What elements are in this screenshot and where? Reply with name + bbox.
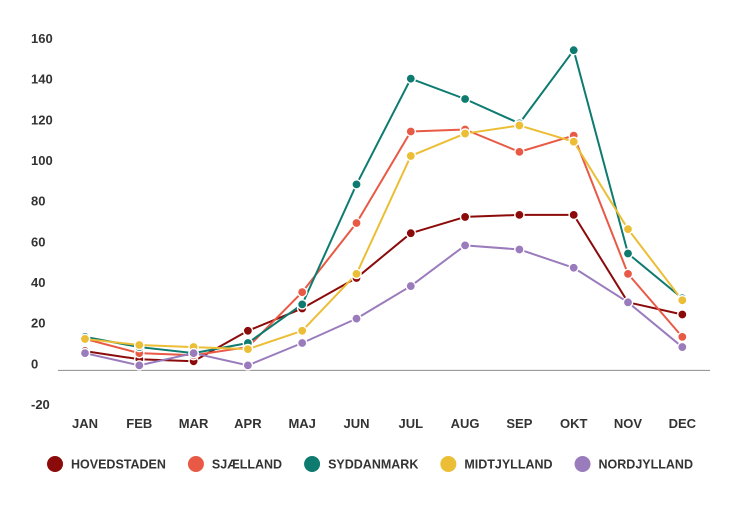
data-point (622, 268, 634, 280)
data-point (405, 126, 417, 137)
legend-item-sjælland: SJÆLLAND (187, 456, 282, 472)
x-tick-label: DEC (669, 416, 697, 431)
data-point (459, 128, 471, 139)
data-point (622, 248, 634, 259)
data-point (351, 217, 362, 229)
x-tick-label: NOV (614, 416, 643, 431)
legend-label: NORDJYLLAND (599, 458, 693, 472)
data-point (568, 136, 580, 147)
data-point (514, 244, 525, 255)
legend-marker (440, 456, 457, 472)
data-point (188, 347, 199, 359)
data-point (677, 294, 688, 306)
x-axis-ticks: JAN FEB MAR APR MAJ JUN JUL AUG SEP OKT NOV DEC (72, 416, 697, 431)
y-tick-label: 40 (31, 275, 45, 290)
legend-label: MIDTJYLLAND (464, 458, 552, 472)
x-tick-label: AUG (451, 416, 480, 431)
series-points (79, 44, 688, 371)
data-point (242, 360, 254, 371)
data-point (79, 347, 91, 359)
legend-marker (47, 456, 64, 472)
legend-item-hovedstaden: HOVEDSTADEN (47, 456, 166, 472)
data-point (351, 268, 362, 280)
data-point (133, 339, 145, 351)
series-line-sjælland (84, 128, 684, 357)
y-tick-label: 120 (31, 112, 53, 127)
y-tick-label: 160 (31, 31, 53, 46)
x-tick-label: FEB (126, 416, 152, 431)
data-point (677, 341, 688, 353)
data-point (459, 211, 471, 223)
x-tick-label: MAJ (288, 416, 315, 431)
legend-item-syddanmark: SYDDANMARK (304, 456, 418, 472)
legend-label: HOVEDSTADEN (71, 458, 166, 472)
x-tick-label: JAN (72, 416, 98, 431)
data-point (405, 73, 417, 84)
y-tick-label: 100 (31, 153, 53, 168)
series-line-syddanmark (84, 49, 684, 355)
data-point (405, 280, 417, 292)
legend-marker (304, 456, 321, 472)
y-tick-label: 140 (31, 72, 53, 87)
y-tick-label: 80 (31, 194, 45, 209)
data-point (351, 313, 362, 324)
y-tick-label: 20 (31, 316, 45, 331)
data-point (296, 286, 308, 298)
x-tick-label: SEP (506, 416, 532, 431)
data-point (296, 337, 308, 349)
legend-item-nordjylland: NORDJYLLAND (574, 456, 693, 472)
x-tick-label: JUN (343, 416, 369, 431)
data-point (133, 360, 145, 371)
x-tick-label: MAR (179, 416, 209, 431)
y-tick-label: 0 (31, 356, 38, 371)
legend: HOVEDSTADEN SJÆLLAND SYDDANMARK MIDTJYLLAND… (47, 456, 693, 472)
y-tick-label: -20 (31, 397, 50, 412)
data-point (514, 209, 525, 221)
data-point (514, 146, 525, 158)
x-tick-label: JUL (399, 416, 424, 431)
data-point (459, 240, 471, 251)
data-point (351, 179, 362, 190)
data-point (405, 227, 417, 239)
legend-marker (574, 456, 591, 472)
data-point (242, 343, 254, 355)
data-point (568, 262, 580, 274)
data-point (568, 44, 580, 56)
data-point (405, 150, 417, 162)
y-axis-ticks: -20 0 20 40 60 80 100 120 140 160 (31, 31, 53, 412)
data-point (677, 309, 688, 320)
data-point (677, 331, 688, 343)
data-point (296, 299, 308, 310)
data-point (514, 120, 525, 131)
series-lines (84, 49, 684, 367)
data-point (242, 325, 254, 337)
series-line-hovedstaden (84, 213, 684, 363)
legend-label: SYDDANMARK (328, 458, 418, 472)
y-tick-label: 60 (31, 234, 45, 249)
data-point (459, 93, 471, 105)
legend-item-midtjylland: MIDTJYLLAND (440, 456, 553, 472)
series-line-nordjylland (84, 244, 684, 367)
data-point (568, 209, 580, 221)
legend-label: SJÆLLAND (212, 458, 282, 472)
legend-marker (187, 456, 204, 472)
series-line-midtjylland (84, 124, 684, 351)
x-tick-label: APR (234, 416, 262, 431)
data-point (622, 297, 634, 308)
x-tick-label: OKT (560, 416, 588, 431)
data-point (79, 333, 91, 345)
data-point (296, 325, 308, 337)
data-point (622, 223, 634, 235)
